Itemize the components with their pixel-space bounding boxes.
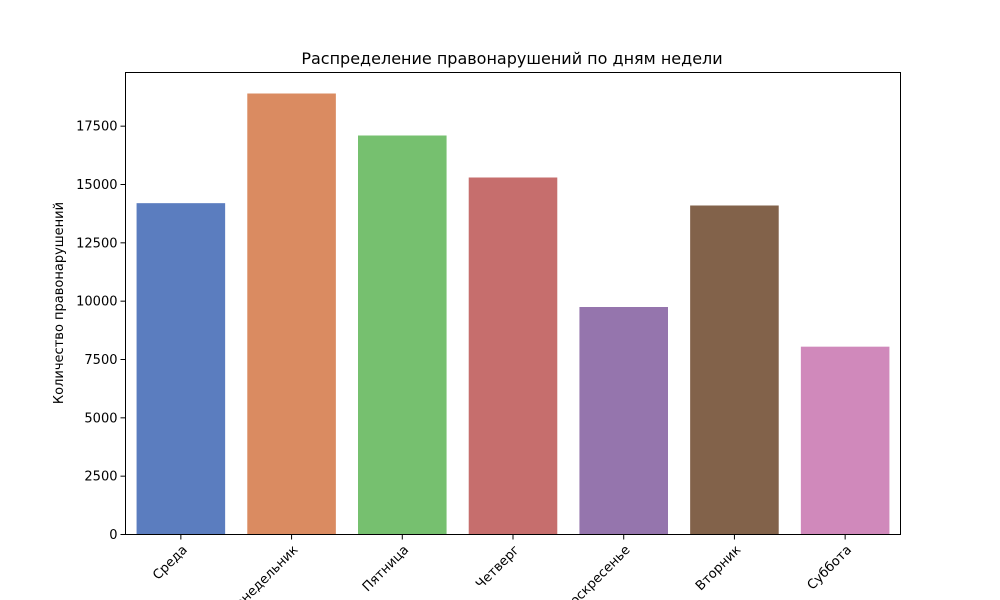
chart-title: Распределение правонарушений по дням нед…: [301, 49, 722, 68]
bar-5: [579, 307, 668, 535]
y-tick-label: 5000: [84, 411, 117, 426]
plot-frame: [125, 72, 901, 535]
x-tick-label: Вторник: [693, 543, 744, 594]
bar-7: [800, 346, 890, 535]
bar-6: [690, 205, 779, 535]
bar-2: [247, 93, 336, 535]
y-tick-label: 0: [109, 528, 117, 543]
y-tick-label: 12500: [76, 236, 117, 251]
y-axis-label: Количество правонарушений: [52, 202, 67, 404]
x-tick-label: Пятница: [360, 543, 412, 595]
y-axis: 0 2500 5000 7500 10000 12500 15000 17500: [76, 120, 126, 543]
x-tick-label: Воскресенье: [561, 543, 633, 600]
y-tick-label: 7500: [84, 353, 117, 368]
bar-4: [468, 177, 558, 535]
x-tick-label: Суббота: [805, 543, 855, 593]
x-tick-label: Среда: [150, 543, 191, 584]
x-tick-label: Четверг: [473, 543, 523, 593]
bars-layer: [136, 93, 890, 535]
x-tick-label: Понедельник: [226, 543, 302, 600]
y-tick-label: 17500: [76, 120, 117, 135]
y-tick-label: 15000: [76, 178, 117, 193]
y-tick-label: 2500: [84, 470, 117, 485]
bar-3: [358, 135, 447, 535]
bar-1: [136, 203, 226, 535]
y-tick-label: 10000: [76, 295, 117, 310]
x-axis: Среда Понедельник Пятница Четверг Воскресень…: [150, 534, 855, 600]
